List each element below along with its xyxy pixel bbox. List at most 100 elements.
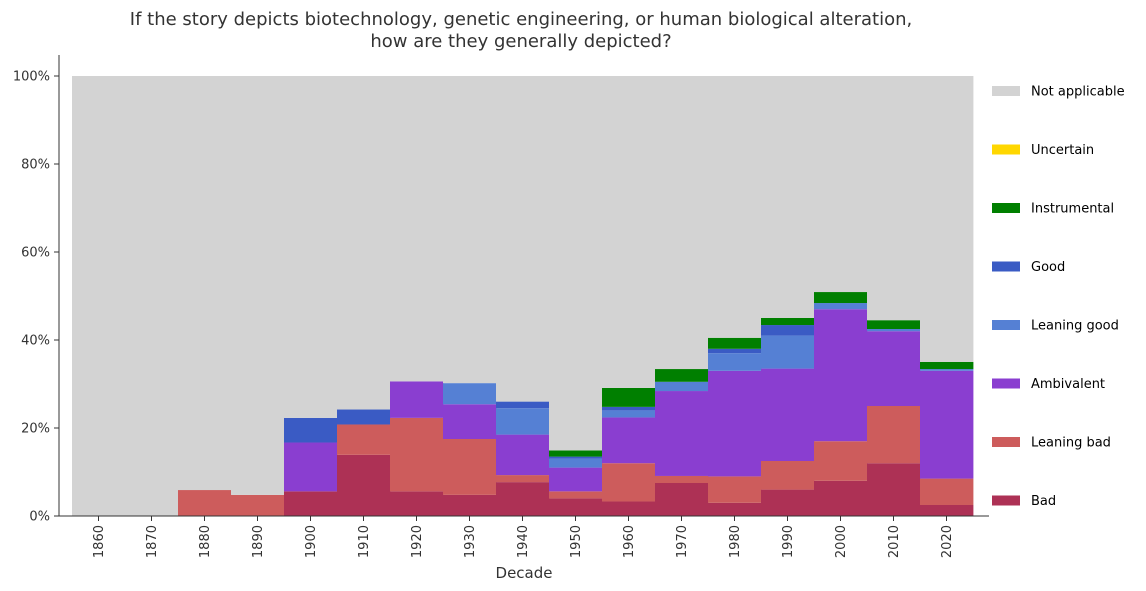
x-axis-label: Decade	[496, 564, 553, 582]
bar-segment-instrumental-2010	[867, 320, 921, 329]
bar-segment-good-1910	[337, 409, 391, 425]
bar-segment-leaning-good-2010	[867, 329, 921, 332]
y-tick-label: 40%	[21, 334, 50, 349]
bar-segment-not-applicable-1990	[761, 76, 815, 318]
bar-segment-bad-2000	[814, 480, 868, 516]
bar-segment-not-applicable-2010	[867, 76, 921, 321]
x-tick-label: 1890	[251, 525, 266, 558]
bar-segment-leaning-bad-1920	[390, 417, 444, 492]
legend-label-uncertain: Uncertain	[1031, 143, 1094, 158]
bar-segment-ambivalent-1940	[496, 434, 550, 476]
bar-segment-leaning-bad-2020	[920, 478, 974, 505]
chart-title-line-1: If the story depicts biotechnology, gene…	[130, 9, 912, 30]
y-tick-label: 80%	[21, 158, 50, 173]
legend-swatch-instrumental	[992, 203, 1020, 213]
bar-segment-good-1990	[761, 325, 815, 336]
y-tick-label: 60%	[21, 246, 50, 261]
axes: 0% 20% 40% 60% 80% 100% 1860 1870 1880 1890 1900 19…	[13, 55, 989, 558]
bar-segment-bad-1950	[549, 498, 603, 516]
x-tick-label: 2010	[887, 525, 902, 558]
bar-segment-bad-1970	[655, 483, 709, 516]
bar-segment-bad-2020	[920, 505, 974, 516]
bar-segment-not-applicable-1880	[178, 76, 232, 491]
bar-segment-ambivalent-1970	[655, 391, 709, 476]
legend-swatch-not-applicable	[992, 86, 1020, 96]
bar-segment-ambivalent-2010	[867, 331, 921, 406]
bar-segment-good-1950	[549, 456, 603, 459]
legend-swatch-leaning-good	[992, 320, 1020, 330]
bar-segment-not-applicable-1940	[496, 76, 550, 402]
bar-segment-ambivalent-1950	[549, 467, 603, 492]
bar-segment-ambivalent-1960	[602, 417, 656, 464]
x-tick-label: 1920	[410, 525, 425, 558]
x-tick-label: 1990	[781, 525, 796, 558]
chart-title-line-2: how are they generally depicted?	[370, 31, 671, 52]
bar-segment-good-1940	[496, 401, 550, 409]
legend-swatch-ambivalent	[992, 378, 1020, 389]
x-tick-label: 1910	[357, 525, 372, 558]
bar-segment-bad-1910	[337, 454, 391, 516]
bar-segment-leaning-bad-1960	[602, 463, 656, 502]
legend-label-good: Good	[1031, 260, 1065, 275]
x-tick-label: 1980	[728, 525, 743, 558]
bar-segment-not-applicable-2000	[814, 76, 868, 293]
bar-segment-bad-1940	[496, 482, 550, 516]
legend-label-instrumental: Instrumental	[1031, 202, 1114, 217]
bar-segment-leaning-good-1980	[708, 353, 762, 371]
plot-area	[72, 76, 974, 516]
bar-segment-leaning-good-1960	[602, 410, 656, 418]
bar-segment-leaning-bad-1950	[549, 491, 603, 499]
bar-segment-instrumental-2020	[920, 362, 974, 370]
bar-segment-bad-1960	[602, 501, 656, 516]
bar-segment-not-applicable-1910	[337, 76, 391, 410]
bar-segment-leaning-good-1970	[655, 381, 709, 392]
x-tick-label: 1940	[516, 525, 531, 558]
bar-segment-instrumental-1960	[602, 387, 656, 407]
bar-segment-not-applicable-1900	[284, 76, 338, 418]
bar-segment-leaning-bad-1990	[761, 461, 815, 490]
legend-label-ambivalent: Ambivalent	[1031, 377, 1105, 392]
bar-segment-instrumental-2000	[814, 292, 868, 304]
bar-segment-bad-1930	[443, 494, 497, 516]
legend-swatch-uncertain	[992, 144, 1020, 155]
x-tick-label: 1860	[92, 525, 107, 558]
x-tick-label: 1950	[569, 525, 584, 558]
bar-segment-good-1900	[284, 417, 338, 443]
bar-segment-leaning-good-1990	[761, 335, 815, 369]
bar-segment-ambivalent-1900	[284, 442, 338, 492]
legend-label-not-applicable: Not applicable	[1031, 85, 1125, 100]
x-tick-label: 1960	[622, 525, 637, 558]
bar-segment-instrumental-1990	[761, 318, 815, 326]
bar-segment-not-applicable-1870	[125, 76, 179, 516]
bar-segment-instrumental-1950	[549, 450, 603, 457]
y-tick-label: 20%	[21, 422, 50, 437]
bar-segment-leaning-good-1950	[549, 458, 603, 468]
bar-segment-not-applicable-1920	[390, 76, 444, 382]
bar-segment-not-applicable-1960	[602, 76, 656, 388]
y-tick-label: 100%	[13, 70, 50, 85]
bar-segment-leaning-good-1930	[443, 383, 497, 405]
bar-segment-good-1960	[602, 406, 656, 411]
bar-segment-good-1980	[708, 348, 762, 354]
legend-label-leaning-bad: Leaning bad	[1031, 436, 1111, 451]
bar-segment-leaning-bad-1940	[496, 475, 550, 483]
bar-segment-instrumental-1980	[708, 337, 762, 349]
bar-segment-ambivalent-1920	[390, 381, 444, 418]
x-tick-label: 1900	[304, 525, 319, 558]
bar-segment-ambivalent-1990	[761, 368, 815, 461]
bar-segment-not-applicable-2020	[920, 76, 974, 362]
bar-segment-leaning-bad-1970	[655, 475, 709, 483]
legend-label-bad: Bad	[1031, 494, 1056, 509]
bar-segment-leaning-good-1940	[496, 408, 550, 435]
legend-swatch-bad	[992, 495, 1020, 506]
bar-segment-bad-1920	[390, 491, 444, 516]
bar-segment-not-applicable-1860	[72, 76, 126, 516]
bar-segment-leaning-bad-1890	[231, 494, 285, 516]
bar-segment-leaning-bad-1910	[337, 424, 391, 455]
bar-segment-bad-1900	[284, 491, 338, 516]
bar-segment-leaning-good-2000	[814, 303, 868, 310]
bar-segment-ambivalent-1980	[708, 370, 762, 477]
bar-segment-ambivalent-2020	[920, 370, 974, 479]
bar-segment-leaning-bad-1880	[178, 490, 232, 516]
